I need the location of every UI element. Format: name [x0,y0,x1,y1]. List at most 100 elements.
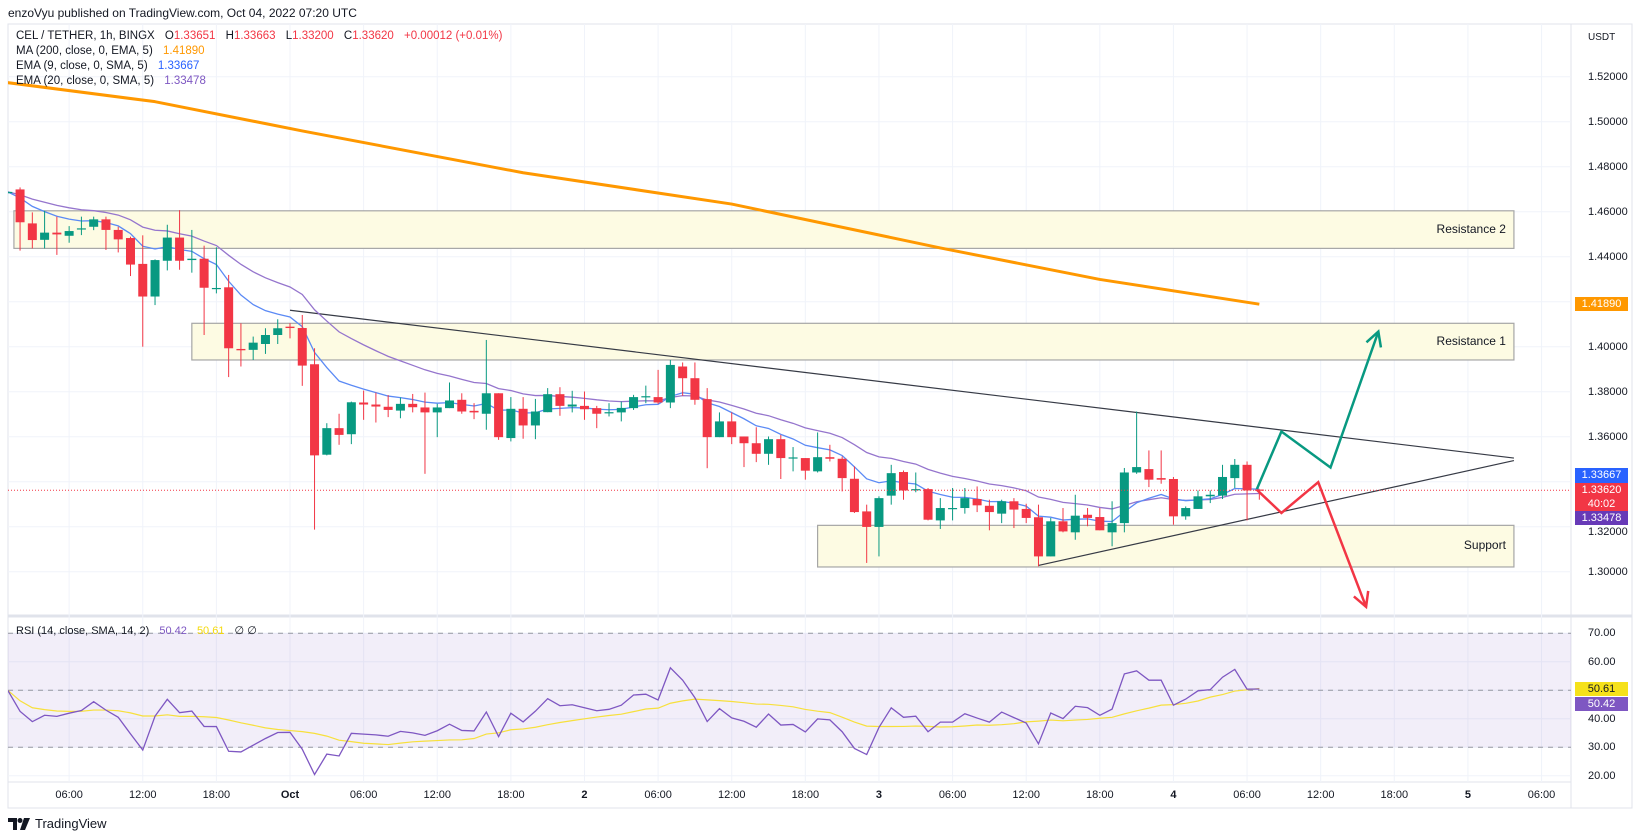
price-tick-label: 1.52000 [1588,70,1628,83]
candle-body [653,397,663,403]
candle [27,212,37,249]
ema9-label: EMA (9, close, 0, SMA, 5) [16,60,148,72]
candle-body [641,396,651,398]
candle-body [395,403,405,411]
candle-body [825,457,835,459]
ema20-price-tag: 1.33478 [1575,511,1628,525]
candle [997,499,1007,524]
currency-label[interactable]: USDT [1588,32,1616,43]
high-label: H [225,30,234,42]
candle-body [248,342,258,350]
candle [322,423,332,456]
candle-body [1132,467,1142,473]
candle [15,187,25,251]
candle [899,470,908,500]
candle-body [113,229,123,240]
candle-body [175,237,185,261]
time-tick-label: 06:00 [349,789,378,801]
candle-body [27,223,37,241]
candle-body [101,219,111,230]
rsi-tick-label: 70.00 [1588,627,1616,640]
candle-body [1107,523,1117,533]
rsi-pane[interactable] [8,632,1571,776]
ema20-label: EMA (20, close, 0, SMA, 5) [16,75,155,87]
ma200-value: 1.41890 [162,45,205,57]
candle [187,229,197,273]
candle-body [935,508,945,521]
close-label: C [343,30,353,42]
candle-body [1033,517,1043,557]
candle-body [616,407,626,413]
candle-body [334,428,344,435]
symbol-info[interactable]: CEL / TETHER, 1h, BINGX [16,30,155,42]
candle-body [837,458,847,479]
time-tick-label: 4 [1170,789,1177,801]
candle-body [1009,501,1019,510]
candle [948,488,958,521]
candle [113,226,123,253]
candle-body [727,421,737,438]
price-tick-label: 1.40000 [1588,340,1628,353]
ema9-price-tag: 1.33667 [1575,468,1628,483]
zone-box [817,524,1515,568]
candle-body [322,428,332,455]
price-tick-label: 1.44000 [1588,250,1628,263]
candle [1205,490,1215,504]
candle-body [150,260,160,297]
rsi-sma-line [8,687,1260,746]
candle-body [518,408,528,426]
candle [825,444,835,462]
candle-body [506,408,516,439]
candle-body [187,258,197,261]
time-tick-label: 2 [581,789,588,801]
price-tick-label: 1.46000 [1588,205,1628,218]
candle-body [530,411,540,426]
candle-body [15,189,25,223]
candle [481,339,491,430]
candle-body [260,335,270,344]
ema9-legend[interactable]: EMA (9, close, 0, SMA, 5) 1.33667 [16,60,199,72]
candle-body [813,457,823,472]
candle [199,245,209,335]
candle [334,413,344,445]
candle-body [1230,464,1240,479]
candle [1230,458,1240,488]
candle [579,391,589,420]
rsi-legend[interactable]: RSI (14, close, SMA, 14, 2) 50.42 50.61 … [16,624,257,637]
candle-body [469,410,479,413]
candle [616,401,626,422]
candle-body [1144,469,1154,480]
candle-body [579,405,589,410]
zone-label: Support [1463,538,1506,553]
candle [813,432,823,473]
candle-body [776,439,786,459]
time-tick-label: 3 [875,789,883,801]
tradingview-logo-icon [8,817,30,830]
candle-body [481,393,491,414]
low-label: L [285,30,293,42]
ma200-legend[interactable]: MA (200, close, 0, EMA, 5) 1.41890 [16,45,205,57]
candle [751,427,761,463]
candle [175,210,185,270]
main-pane[interactable] [2,81,1571,610]
candle-body [76,228,86,230]
candle [224,274,234,378]
candle [727,412,737,445]
bar-countdown: 40:02 [1587,498,1616,510]
low-value: 1.33200 [292,30,334,42]
rsi-tick-label: 60.00 [1588,655,1616,668]
ema20-legend[interactable]: EMA (20, close, 0, SMA, 5) 1.33478 [16,75,206,87]
candle-body [555,394,565,406]
candle-body [739,436,749,444]
rsi-line [8,666,1260,776]
time-tick-label: 18:00 [1086,789,1114,801]
tradingview-logo[interactable]: TradingView [8,816,107,831]
candle-body [1168,479,1178,517]
candle [469,403,479,420]
candle-body [604,412,614,414]
candle-body [678,366,688,379]
candle [101,216,111,250]
candle [1132,411,1142,474]
candle-body [1242,464,1252,491]
